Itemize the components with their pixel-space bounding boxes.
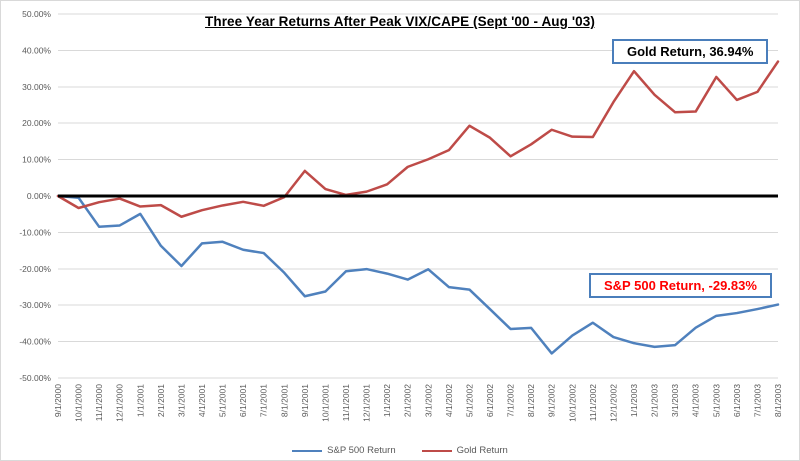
x-axis-tick-label: 5/1/2003 [711,384,721,417]
x-axis-tick-label: 9/1/2000 [53,384,63,417]
x-axis-tick-label: 4/1/2002 [444,384,454,417]
x-axis-tick-label: 4/1/2003 [691,384,701,417]
x-axis-tick-label: 1/1/2003 [629,384,639,417]
x-axis-tick-label: 11/1/2000 [94,384,104,421]
chart-title: Three Year Returns After Peak VIX/CAPE (… [205,14,595,29]
y-axis-tick-label: -30.00% [19,300,51,310]
gold-line-swatch [421,449,452,452]
y-axis-tick-label: 0.00% [27,191,52,201]
x-axis-tick-label: 4/1/2001 [197,384,207,417]
gold-return-callout: Gold Return, 36.94% [612,39,769,64]
x-axis-tick-label: 12/1/2000 [115,384,125,422]
x-axis-tick-label: 8/1/2002 [526,384,536,417]
legend-item-gold: Gold Return [421,445,508,456]
x-axis-tick-label: 11/1/2001 [341,384,351,421]
y-axis-tick-label: -20.00% [19,264,51,274]
gold-return-callout-label: Gold Return, 36.94% [627,44,754,59]
y-axis-tick-label: 30.00% [22,82,51,92]
x-axis-tick-label: 12/1/2002 [608,384,618,422]
x-axis-tick-label: 1/1/2002 [382,384,392,417]
x-axis-tick-label: 11/1/2002 [588,384,598,421]
x-axis-tick-label: 2/1/2002 [403,384,413,417]
x-axis-tick-label: 8/1/2003 [773,384,783,417]
x-axis-tick-label: 6/1/2002 [485,384,495,417]
y-axis-tick-label: -50.00% [19,373,51,383]
x-axis-tick-label: 9/1/2002 [547,384,557,417]
x-axis-tick-label: 3/1/2002 [423,384,433,417]
x-axis-tick-label: 5/1/2001 [218,384,228,417]
sp500-return-callout-label: S&P 500 Return, -29.83% [604,278,757,293]
x-axis-tick-label: 1/1/2001 [135,384,145,417]
y-axis-tick-label: 50.00% [22,9,51,19]
y-axis-tick-label: 20.00% [22,118,51,128]
x-axis-tick-label: 10/1/2000 [74,384,84,422]
sp500-return-callout: S&P 500 Return, -29.83% [589,273,772,298]
x-axis-tick-label: 10/1/2002 [567,384,577,422]
y-axis-tick-label: 40.00% [22,45,51,55]
x-axis-tick-label: 7/1/2002 [506,384,516,417]
s-p-500-return-line [56,194,780,355]
legend-label-gold: Gold Return [456,445,508,456]
legend-label-sp500: S&P 500 Return [327,445,396,456]
x-axis-tick-label: 7/1/2003 [752,384,762,417]
x-axis-tick-label: 6/1/2003 [732,384,742,417]
x-axis-tick-label: 12/1/2001 [362,384,372,422]
y-axis-tick-label: -40.00% [19,337,51,347]
sp500-line-swatch [292,449,323,452]
y-axis-tick-label: 10.00% [22,155,51,165]
y-axis-tick-label: -10.00% [19,227,51,237]
x-axis-tick-label: 3/1/2001 [176,384,186,417]
x-axis-tick-label: 2/1/2001 [156,384,166,417]
x-axis-tick-label: 10/1/2001 [320,384,330,422]
x-axis-tick-label: 5/1/2002 [464,384,474,417]
x-axis-tick-label: 6/1/2001 [238,384,248,417]
x-axis-tick-label: 7/1/2001 [259,384,269,417]
gold-return-line [56,60,780,218]
x-axis-tick-label: 9/1/2001 [300,384,310,417]
x-axis-tick-label: 2/1/2003 [650,384,660,417]
legend: S&P 500 Return Gold Return [1,445,799,456]
x-axis-tick-label: 8/1/2001 [279,384,289,417]
legend-item-sp500: S&P 500 Return [292,445,396,456]
x-axis-tick-label: 3/1/2003 [670,384,680,417]
